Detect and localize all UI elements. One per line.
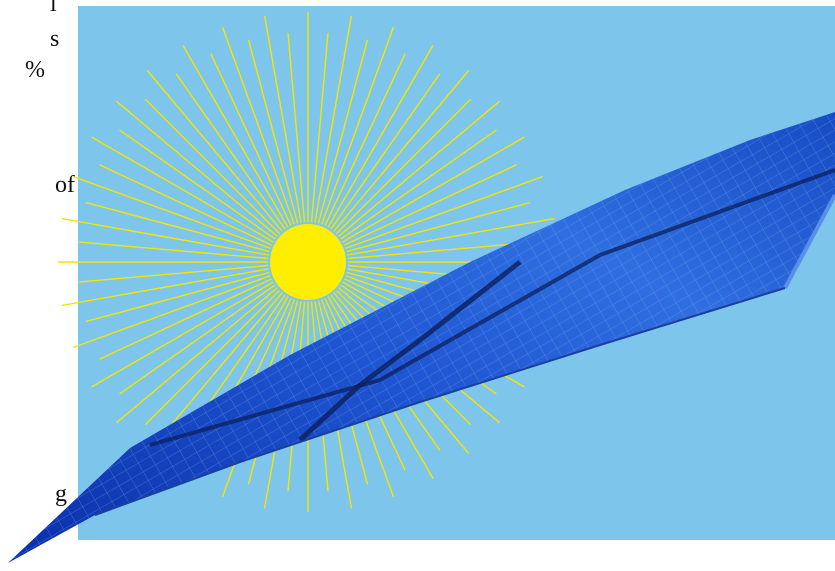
sun-ray <box>119 129 276 240</box>
sun-ray <box>91 281 274 388</box>
sun-ray <box>144 289 281 426</box>
sun-ray <box>210 53 292 226</box>
sun-ray <box>347 217 555 256</box>
sun-ray <box>61 268 269 307</box>
text-fragment: l <box>50 0 57 17</box>
sun-ray <box>314 15 353 223</box>
sun-ray <box>99 278 272 360</box>
sun-ray <box>91 136 274 243</box>
sun-ray <box>78 264 269 283</box>
sun-ray <box>116 287 278 424</box>
sun-ray <box>263 15 302 223</box>
sun-ray <box>99 164 272 246</box>
sun-ray <box>116 100 278 237</box>
sun-ray <box>338 100 500 237</box>
sun-ray <box>85 201 270 253</box>
text-fragment: g <box>55 481 67 507</box>
text-fragment: of <box>55 172 75 198</box>
sun-ray <box>144 98 281 235</box>
sun-ray <box>119 284 276 395</box>
sun-ray <box>287 32 306 223</box>
text-fragment: s <box>50 26 60 52</box>
sun-ray <box>324 53 406 226</box>
sun-ray <box>335 98 472 235</box>
sun-ray <box>330 73 441 230</box>
solar-panel-icon <box>8 112 835 563</box>
sun-ray <box>72 275 271 349</box>
sun-ray <box>310 32 329 223</box>
sun-ray <box>342 136 525 243</box>
sun-ray <box>317 39 369 224</box>
sun-ray <box>345 175 544 249</box>
sun-ray <box>85 271 270 323</box>
sun-icon <box>270 224 346 300</box>
sun-ray <box>61 217 269 256</box>
sun-ray <box>146 70 283 232</box>
sun-ray <box>221 26 295 225</box>
sun-ray <box>346 201 531 253</box>
sun-ray <box>247 39 299 224</box>
sun-ray <box>72 175 271 249</box>
sun-ray <box>344 164 517 246</box>
text-fragment: % <box>25 57 45 83</box>
sun-ray <box>327 45 434 228</box>
sun-ray <box>175 73 286 230</box>
sun-ray <box>182 45 289 228</box>
sun-ray <box>340 129 497 240</box>
sun-ray <box>78 241 269 260</box>
sun-ray <box>333 70 470 232</box>
sun-ray <box>321 26 395 225</box>
sun-ray <box>347 241 538 260</box>
